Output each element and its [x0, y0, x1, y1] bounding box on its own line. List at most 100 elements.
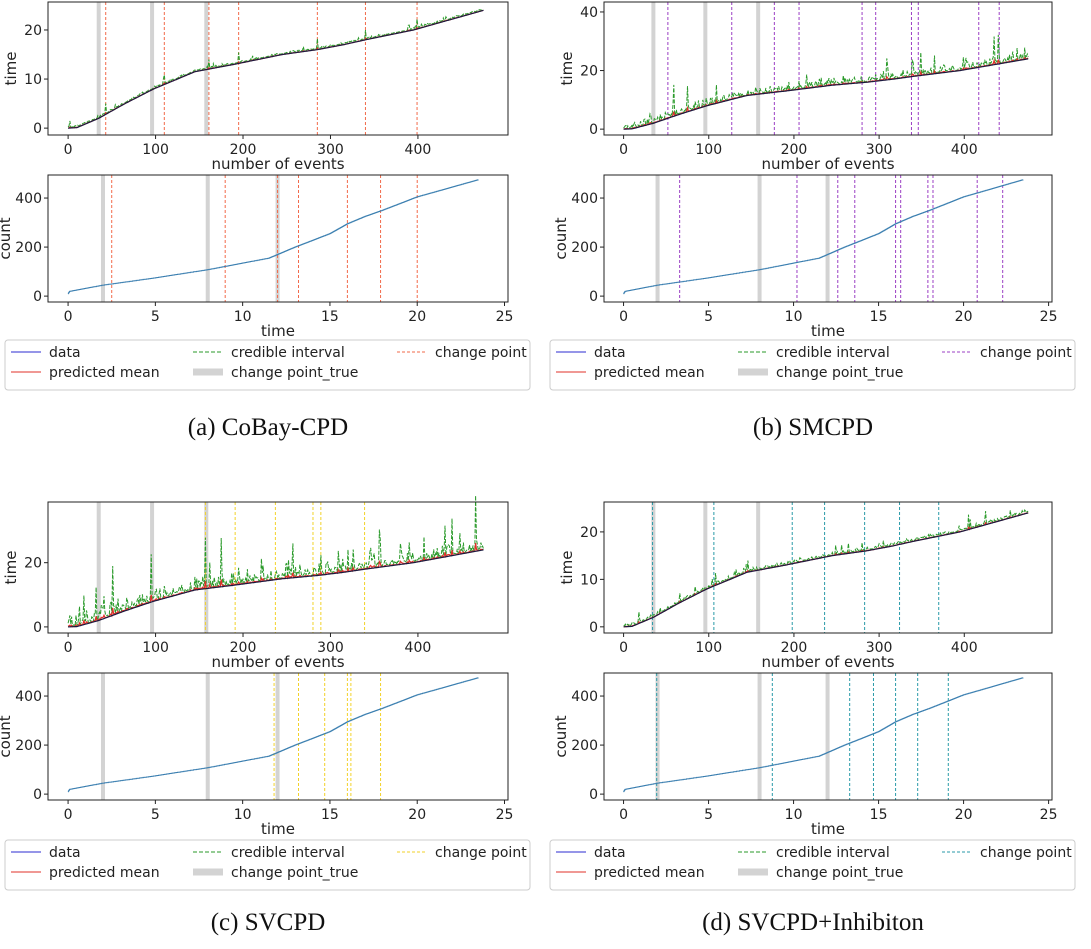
- y-axis-label: time: [558, 52, 576, 86]
- credible-interval-line: [623, 34, 1029, 130]
- y-axis-label: count: [0, 217, 14, 259]
- legend-label-change-point-true: change point_true: [231, 365, 358, 381]
- x-tick-label: 0: [64, 807, 73, 823]
- x-tick-label: 200: [781, 640, 808, 656]
- y-tick-label: 0: [33, 289, 42, 305]
- x-tick-label: 0: [619, 309, 628, 325]
- y-axis-label: count: [552, 715, 570, 757]
- x-tick-label: 300: [866, 142, 893, 158]
- x-tick-label: 100: [142, 640, 169, 656]
- x-tick-label: 20: [408, 807, 426, 823]
- x-tick-label: 5: [704, 807, 713, 823]
- chart-d-bottom: 0 5 10 15 20 25 0 200 400 time count data predicted …: [549, 672, 1076, 936]
- y-axis-label: time: [2, 52, 20, 86]
- y-tick-label: 0: [589, 787, 598, 803]
- legend-label-change-point: change point: [435, 845, 527, 861]
- x-tick-label: 20: [955, 309, 973, 325]
- credible-interval-line: [67, 495, 484, 628]
- data-line: [68, 549, 484, 628]
- chart-d-top: 0 100 200 300 400 0 10 20 number of events time: [558, 501, 1053, 671]
- x-tick-label: 0: [64, 309, 73, 325]
- legend-a: data predicted mean credible interval chang…: [4, 339, 531, 391]
- y-tick-label: 200: [571, 240, 598, 256]
- x-tick-label: 0: [619, 142, 628, 158]
- credible-interval-line: [623, 508, 1029, 627]
- y-tick-label: 200: [15, 240, 42, 256]
- count-step-line: [623, 677, 1024, 793]
- x-tick-label: 400: [405, 142, 432, 158]
- y-tick-label: 400: [15, 689, 42, 705]
- x-tick-label: 10: [234, 807, 252, 823]
- y-tick-label: 20: [24, 556, 42, 572]
- legend-label-credible-interval: credible interval: [776, 845, 890, 861]
- y-tick-label: 0: [33, 787, 42, 803]
- subfigure-caption: (c) SVCPD: [211, 909, 326, 936]
- credible-interval-line: [67, 8, 484, 128]
- y-tick-label: 0: [33, 121, 42, 137]
- count-step-line: [623, 179, 1024, 295]
- subfigure-caption: (a) CoBay-CPD: [188, 414, 348, 441]
- data-line: [623, 58, 1029, 130]
- x-tick-label: 0: [619, 807, 628, 823]
- x-axis-label: time: [261, 820, 295, 838]
- chart-c-top: 0 100 200 300 400 0 20 number of events time: [2, 495, 509, 671]
- plot-frame: [47, 174, 509, 303]
- legend-label-predicted-mean: predicted mean: [594, 865, 705, 881]
- legend-label-predicted-mean: predicted mean: [594, 365, 705, 381]
- legend-label-change-point: change point: [980, 845, 1072, 861]
- x-axis-label: time: [811, 322, 845, 340]
- x-tick-label: 15: [321, 807, 339, 823]
- count-step-line: [67, 179, 479, 295]
- y-tick-label: 400: [571, 689, 598, 705]
- y-tick-label: 10: [24, 72, 42, 88]
- legend-b: data predicted mean credible interval chang…: [549, 339, 1076, 391]
- data-line: [68, 9, 484, 129]
- y-tick-label: 0: [589, 289, 598, 305]
- x-tick-label: 400: [405, 640, 432, 656]
- x-tick-label: 100: [695, 640, 722, 656]
- predicted-mean-line: [623, 56, 1029, 130]
- y-tick-label: 0: [589, 122, 598, 138]
- y-tick-label: 20: [580, 64, 598, 80]
- legend-label-change-point-true: change point_true: [776, 865, 903, 881]
- chart-c-bottom: 0 5 10 15 20 25 0 200 400 time count data predicted …: [0, 672, 531, 936]
- legend-label-credible-interval: credible interval: [231, 345, 345, 361]
- x-tick-label: 300: [317, 640, 344, 656]
- legend-label-data: data: [49, 345, 81, 361]
- plot-frame: [603, 672, 1053, 801]
- y-tick-label: 20: [24, 23, 42, 39]
- subfigure-caption: (d) SVCPD+Inhibiton: [702, 909, 924, 936]
- x-axis-label: number of events: [211, 653, 344, 671]
- y-tick-label: 0: [589, 620, 598, 636]
- y-tick-label: 200: [571, 738, 598, 754]
- legend-label-data: data: [594, 845, 626, 861]
- legend-label-predicted-mean: predicted mean: [49, 365, 160, 381]
- data-line: [623, 512, 1029, 628]
- legend-label-change-point: change point: [980, 345, 1072, 361]
- subfigure-caption: (b) SMCPD: [753, 414, 873, 441]
- x-tick-label: 5: [704, 309, 713, 325]
- plot-frame: [603, 501, 1053, 634]
- x-tick-label: 25: [496, 807, 514, 823]
- y-tick-label: 10: [580, 572, 598, 588]
- chart-a-top: 0 100 200 300 400 0 10 20 number of events time: [2, 1, 509, 173]
- x-tick-label: 100: [695, 142, 722, 158]
- x-tick-label: 200: [230, 640, 257, 656]
- x-axis-label: number of events: [211, 155, 344, 173]
- x-tick-label: 5: [151, 807, 160, 823]
- x-axis-label: number of events: [761, 653, 894, 671]
- y-tick-label: 200: [15, 738, 42, 754]
- legend-c: data predicted mean credible interval chang…: [4, 839, 531, 891]
- x-tick-label: 5: [151, 309, 160, 325]
- x-tick-label: 200: [230, 142, 257, 158]
- x-tick-label: 25: [1040, 807, 1058, 823]
- x-tick-label: 100: [142, 142, 169, 158]
- x-tick-label: 0: [619, 640, 628, 656]
- x-tick-label: 25: [496, 309, 514, 325]
- x-tick-label: 10: [785, 309, 803, 325]
- plot-frame: [603, 1, 1053, 136]
- legend-label-credible-interval: credible interval: [231, 845, 345, 861]
- legend-label-predicted-mean: predicted mean: [49, 865, 160, 881]
- x-tick-label: 200: [781, 142, 808, 158]
